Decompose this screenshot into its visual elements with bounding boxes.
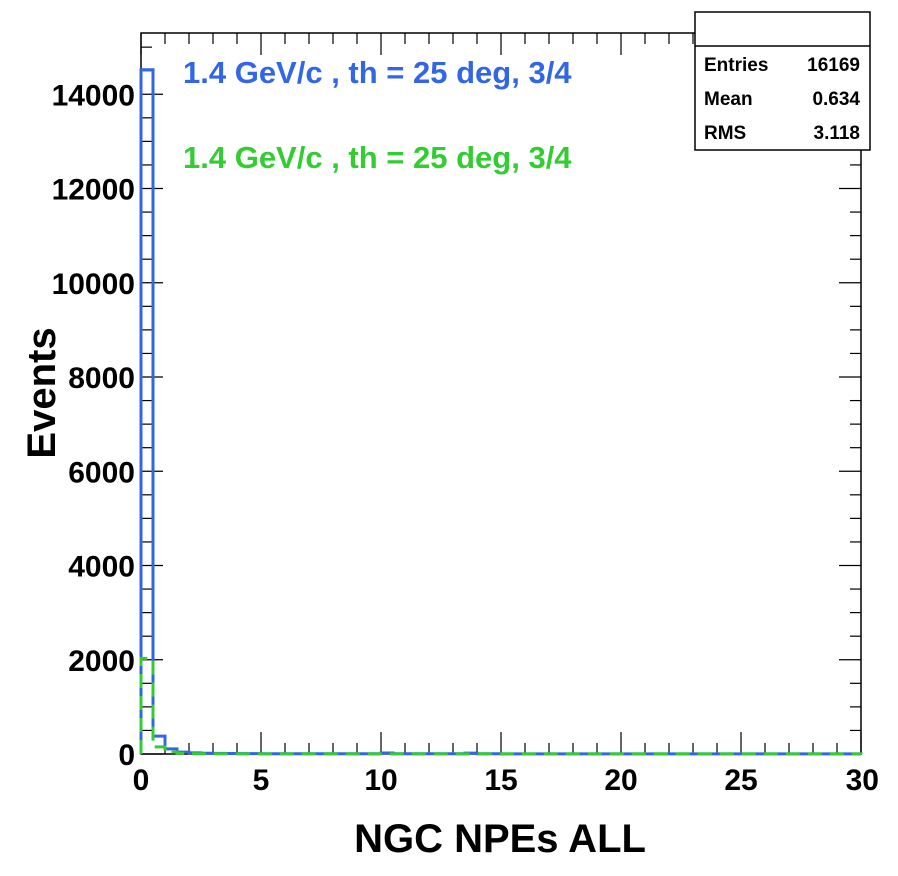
x-tick-label: 15 — [484, 764, 517, 797]
stats-entries-label: Entries — [704, 55, 768, 76]
stats-rms-label: RMS — [704, 123, 746, 144]
y-tick-label: 0 — [118, 739, 135, 772]
y-tick-label: 10000 — [52, 268, 135, 301]
y-tick-label: 12000 — [52, 174, 135, 207]
x-tick-label: 25 — [724, 764, 757, 797]
legend-entry-blue: 1.4 GeV/c , th = 25 deg, 3/4 — [183, 55, 572, 90]
stats-rms-value: 3.118 — [814, 123, 861, 144]
y-tick-label: 6000 — [68, 456, 135, 489]
x-tick-label: 5 — [253, 764, 270, 797]
stats-box-frame — [694, 11, 871, 151]
legend-entry-green: 1.4 GeV/c , th = 25 deg, 3/4 — [183, 140, 572, 175]
x-tick-label: 0 — [133, 764, 150, 797]
y-tick-label: 4000 — [68, 551, 135, 584]
x-tick-label: 20 — [604, 764, 637, 797]
y-tick-label: 2000 — [68, 645, 135, 678]
stats-mean-value: 0.634 — [812, 89, 860, 110]
stats-mean-label: Mean — [704, 89, 753, 110]
stats-box: Entries 16169 Mean 0.634 RMS 3.118 — [694, 11, 871, 151]
x-tick-label: 10 — [364, 764, 397, 797]
series-1-outline — [139, 656, 863, 756]
y-tick-label: 8000 — [68, 362, 135, 395]
x-tick-label: 30 — [846, 764, 879, 797]
stats-entries-value: 16169 — [807, 55, 860, 76]
y-axis-ticks: 0 2000 4000 6000 8000 10000 12000 14000 — [52, 46, 861, 772]
y-axis-title: Events — [20, 327, 64, 458]
x-axis-title: NGC NPEs ALL — [354, 817, 646, 861]
y-tick-label: 14000 — [52, 79, 135, 112]
histogram-series — [139, 68, 863, 756]
